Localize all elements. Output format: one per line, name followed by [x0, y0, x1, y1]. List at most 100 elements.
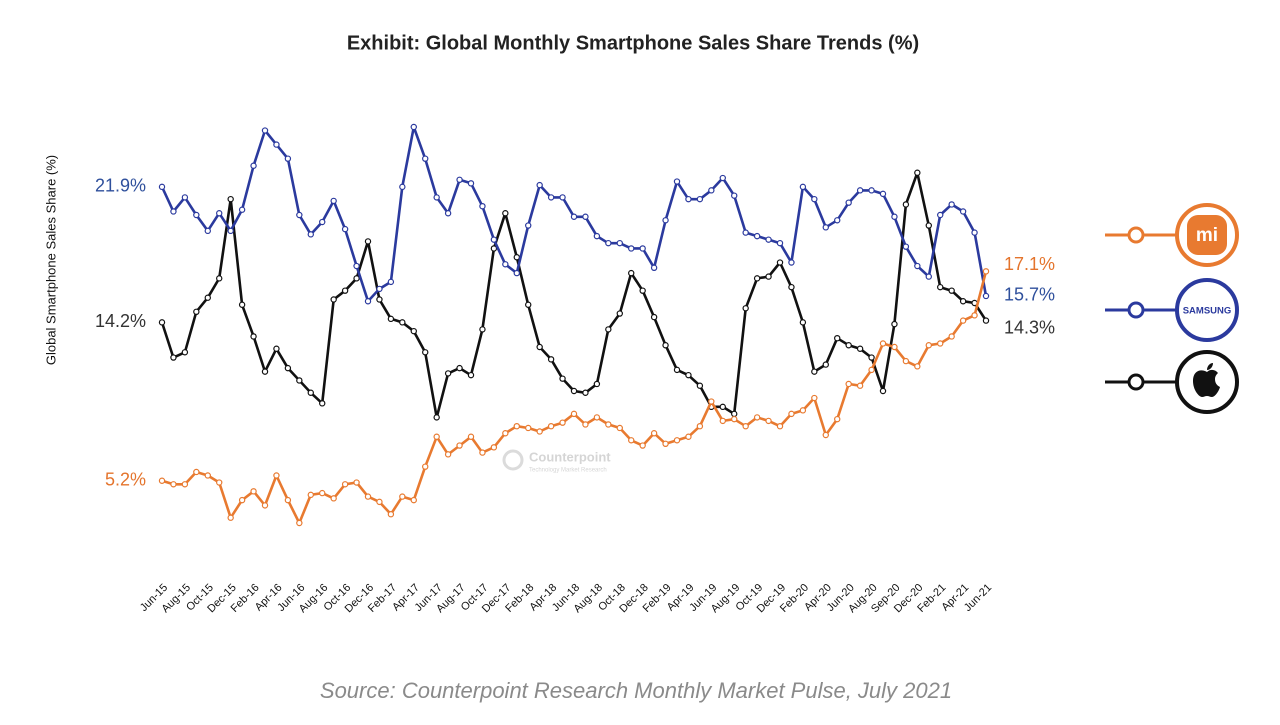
point: [467, 180, 475, 187]
point: [250, 333, 257, 340]
point: [628, 269, 635, 277]
point: [467, 433, 475, 440]
point: [353, 262, 360, 270]
point: [891, 213, 898, 220]
point: [376, 285, 383, 293]
point: [982, 268, 990, 275]
point: [353, 479, 360, 486]
point: [856, 345, 864, 352]
point: [490, 444, 498, 451]
point: [891, 343, 898, 351]
watermark-icon: [502, 449, 524, 471]
point: [662, 342, 669, 349]
point: [158, 319, 166, 326]
point: [410, 496, 417, 504]
point: [879, 340, 887, 347]
point: [158, 477, 166, 484]
point: [639, 287, 646, 294]
point: [948, 287, 955, 294]
point: [525, 222, 532, 229]
legend-label: mi: [1196, 225, 1218, 246]
point: [444, 370, 452, 377]
legend-marker: [1127, 373, 1145, 391]
point: [570, 213, 578, 220]
point: [822, 431, 829, 439]
point: [479, 449, 486, 456]
point: [879, 190, 887, 198]
point: [834, 335, 841, 342]
point: [639, 442, 646, 449]
point: [708, 187, 715, 194]
point: [570, 410, 578, 418]
point: [616, 310, 623, 317]
point: [525, 301, 532, 308]
point: [834, 415, 841, 423]
point: [193, 468, 200, 476]
point: [216, 210, 223, 217]
point: [765, 417, 772, 425]
point: [467, 371, 475, 379]
point: [261, 502, 269, 509]
point: [536, 343, 543, 351]
point: [170, 481, 177, 488]
point: [742, 423, 749, 430]
point: [879, 387, 887, 395]
point: [731, 415, 738, 423]
point: [307, 231, 314, 238]
point: [559, 419, 566, 426]
point: [547, 423, 555, 430]
point: [216, 479, 223, 486]
point: [925, 273, 932, 280]
point: [605, 326, 612, 333]
point: [799, 319, 807, 326]
point: [902, 201, 910, 208]
point: [330, 296, 337, 303]
point: [776, 259, 784, 266]
point: [158, 183, 166, 191]
point: [799, 183, 807, 191]
point: [513, 254, 520, 261]
point: [238, 301, 246, 308]
point: [181, 481, 189, 488]
point: [513, 269, 520, 277]
point: [341, 287, 349, 294]
point: [364, 493, 372, 500]
point: [834, 217, 841, 224]
point: [868, 187, 875, 194]
point: [719, 403, 726, 411]
point: [765, 236, 772, 243]
point: [204, 472, 211, 479]
point: [387, 315, 395, 323]
point: [788, 410, 795, 418]
point: [227, 514, 234, 521]
point: [811, 195, 818, 203]
point: [284, 496, 292, 504]
legend-logo: [1175, 278, 1239, 342]
watermark-name: Counterpoint: [529, 449, 611, 464]
point: [628, 437, 635, 444]
point: [822, 361, 829, 368]
y-axis-label: Global Smartphone Sales Share (%): [43, 155, 58, 365]
point: [776, 423, 784, 430]
point: [330, 197, 337, 205]
point: [948, 201, 955, 208]
point: [410, 123, 417, 131]
point: [570, 387, 578, 395]
point: [742, 305, 749, 312]
point: [582, 421, 589, 428]
point: [845, 199, 852, 206]
point: [296, 377, 303, 384]
point: [204, 294, 211, 301]
point: [319, 218, 326, 226]
chart-title: Exhibit: Global Monthly Smartphone Sales…: [347, 32, 919, 54]
point: [937, 283, 944, 291]
point: [593, 380, 601, 388]
point: [731, 410, 738, 418]
point: [616, 239, 623, 247]
point: [536, 428, 543, 435]
point: [456, 364, 463, 372]
point: [685, 433, 692, 440]
legend-marker: [1127, 301, 1145, 319]
